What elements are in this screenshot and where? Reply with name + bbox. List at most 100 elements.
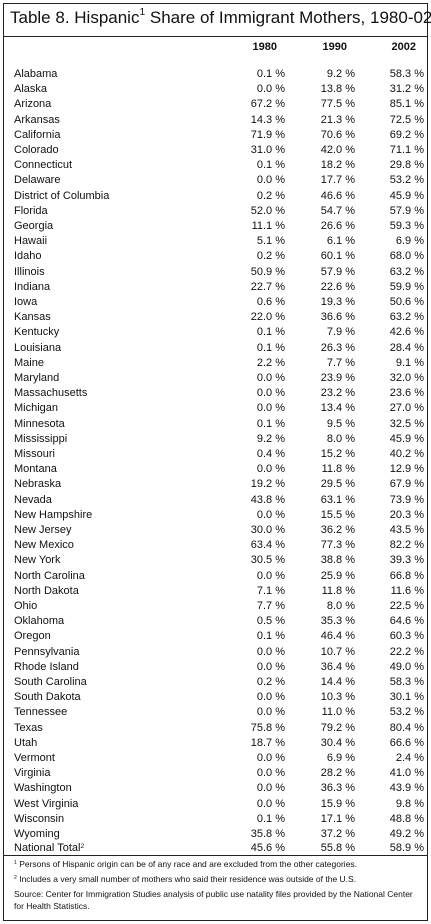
cell-value: 2.4 % xyxy=(395,752,424,764)
cell-value: 77.5 % xyxy=(320,98,355,111)
cell-value: 2.2 % xyxy=(256,356,285,369)
cell-value: 57.9 % xyxy=(320,265,355,278)
cell-value: 39.3 % xyxy=(389,554,424,567)
cell-value: 0.0 % xyxy=(256,645,285,658)
cell-value: 36.3 % xyxy=(320,782,355,795)
cell-value: 31.0 % xyxy=(250,144,285,156)
cell-value: 58.3 % xyxy=(389,676,424,688)
cell-value: 43.9 % xyxy=(389,782,424,795)
row-label: Illinois xyxy=(14,265,45,278)
row-label: Alaska xyxy=(14,83,48,96)
cell-value: 12.9 % xyxy=(389,463,424,476)
cell-value: 60.1 % xyxy=(320,250,355,263)
cell-value: 23.6 % xyxy=(389,387,424,400)
total-value: 55.8 % xyxy=(320,842,355,855)
row-label: New York xyxy=(14,554,61,567)
row-label: Texas xyxy=(14,721,43,734)
footnote-text: Includes a very small number of mothers … xyxy=(16,874,357,884)
cell-value: 26.6 % xyxy=(320,220,355,232)
cell-value: 0.6 % xyxy=(256,296,285,308)
cell-value: 0.5 % xyxy=(256,615,285,628)
cell-value: 41.0 % xyxy=(389,767,424,780)
cell-value: 36.6 % xyxy=(320,311,355,324)
row-label: New Mexico xyxy=(14,539,74,552)
cell-value: 18.2 % xyxy=(320,159,355,172)
cell-value: 9.2 % xyxy=(256,432,285,445)
cell-value: 0.0 % xyxy=(256,691,285,704)
cell-value: 0.1 % xyxy=(256,159,285,172)
cell-value: 27.0 % xyxy=(389,402,424,415)
cell-value: 6.1 % xyxy=(326,235,355,248)
cell-value: 50.9 % xyxy=(250,265,285,278)
cell-value: 67.9 % xyxy=(389,478,424,491)
cell-value: 14.3 % xyxy=(250,113,285,126)
row-label: North Dakota xyxy=(14,584,79,597)
row-label: West Virginia xyxy=(14,797,79,810)
cell-value: 22.0 % xyxy=(250,311,285,324)
row-label: Rhode Island xyxy=(14,660,79,673)
row-label: Ohio xyxy=(14,600,38,612)
cell-value: 82.2 % xyxy=(389,539,424,552)
cell-value: 23.9 % xyxy=(320,372,355,384)
cell-value: 40.2 % xyxy=(389,448,424,460)
row-label: Nevada xyxy=(14,493,52,506)
row-label: Georgia xyxy=(14,220,54,232)
cell-value: 9.8 % xyxy=(395,797,424,810)
cell-value: 36.4 % xyxy=(320,660,355,673)
total-label: National Total2 xyxy=(14,841,84,855)
cell-value: 35.3 % xyxy=(320,615,355,628)
cell-value: 18.7 % xyxy=(250,736,285,749)
cell-value: 9.1 % xyxy=(395,356,424,369)
cell-value: 63.2 % xyxy=(389,265,424,278)
row-label: New Jersey xyxy=(14,524,72,536)
row-label: Pennsylvania xyxy=(14,645,80,658)
cell-value: 11.1 % xyxy=(251,220,285,232)
cell-value: 7.7 % xyxy=(326,356,355,369)
cell-value: 0.0 % xyxy=(256,782,285,795)
table-title: Table 8. Hispanic1 Share of Immigrant Mo… xyxy=(10,7,431,28)
cell-value: 13.4 % xyxy=(320,402,355,415)
cell-value: 72.5 % xyxy=(389,113,424,126)
cell-value: 48.8 % xyxy=(389,812,424,825)
cell-value: 29.5 % xyxy=(320,478,355,491)
cell-value: 0.0 % xyxy=(256,402,285,415)
row-label: Utah xyxy=(14,736,38,749)
row-label: New Hampshire xyxy=(14,508,93,521)
cell-value: 0.4 % xyxy=(256,448,285,460)
cell-value: 5.1 % xyxy=(256,235,285,248)
cell-value: 43.5 % xyxy=(389,524,424,536)
cell-value: 46.4 % xyxy=(320,630,355,643)
cell-value: 60.3 % xyxy=(389,630,424,643)
cell-value: 28.2 % xyxy=(320,767,355,780)
total-value: 45.6 % xyxy=(250,842,285,855)
cell-value: 49.0 % xyxy=(389,660,424,673)
cell-value: 0.1 % xyxy=(256,341,285,354)
cell-value: 22.5 % xyxy=(389,600,424,612)
row-label: Hawaii xyxy=(14,235,48,248)
cell-value: 38.8 % xyxy=(320,554,355,567)
cell-value: 70.6 % xyxy=(320,128,355,141)
row-label: North Carolina xyxy=(14,569,85,582)
cell-value: 45.9 % xyxy=(389,189,424,202)
row-label: Alabama xyxy=(14,68,58,80)
cell-value: 0.0 % xyxy=(256,569,285,582)
cell-value: 31.2 % xyxy=(389,83,424,96)
cell-value: 59.3 % xyxy=(389,220,424,232)
cell-value: 73.9 % xyxy=(389,493,424,506)
cell-value: 0.0 % xyxy=(256,767,285,780)
title-text: Share of Immigrant Mothers, 1980-02 xyxy=(145,8,431,27)
cell-value: 30.4 % xyxy=(320,736,355,749)
cell-value: 0.0 % xyxy=(256,508,285,521)
cell-value: 7.1 % xyxy=(256,584,285,597)
row-label: Mississippi xyxy=(14,432,68,445)
row-label: Connecticut xyxy=(14,159,73,172)
cell-value: 66.6 % xyxy=(389,736,424,749)
row-label: Delaware xyxy=(14,174,61,187)
cell-value: 8.0 % xyxy=(326,600,355,612)
cell-value: 30.1 % xyxy=(389,691,424,704)
row-label: South Carolina xyxy=(14,676,87,688)
cell-value: 0.0 % xyxy=(256,83,285,96)
cell-value: 68.0 % xyxy=(389,250,424,263)
cell-value: 66.8 % xyxy=(389,569,424,582)
